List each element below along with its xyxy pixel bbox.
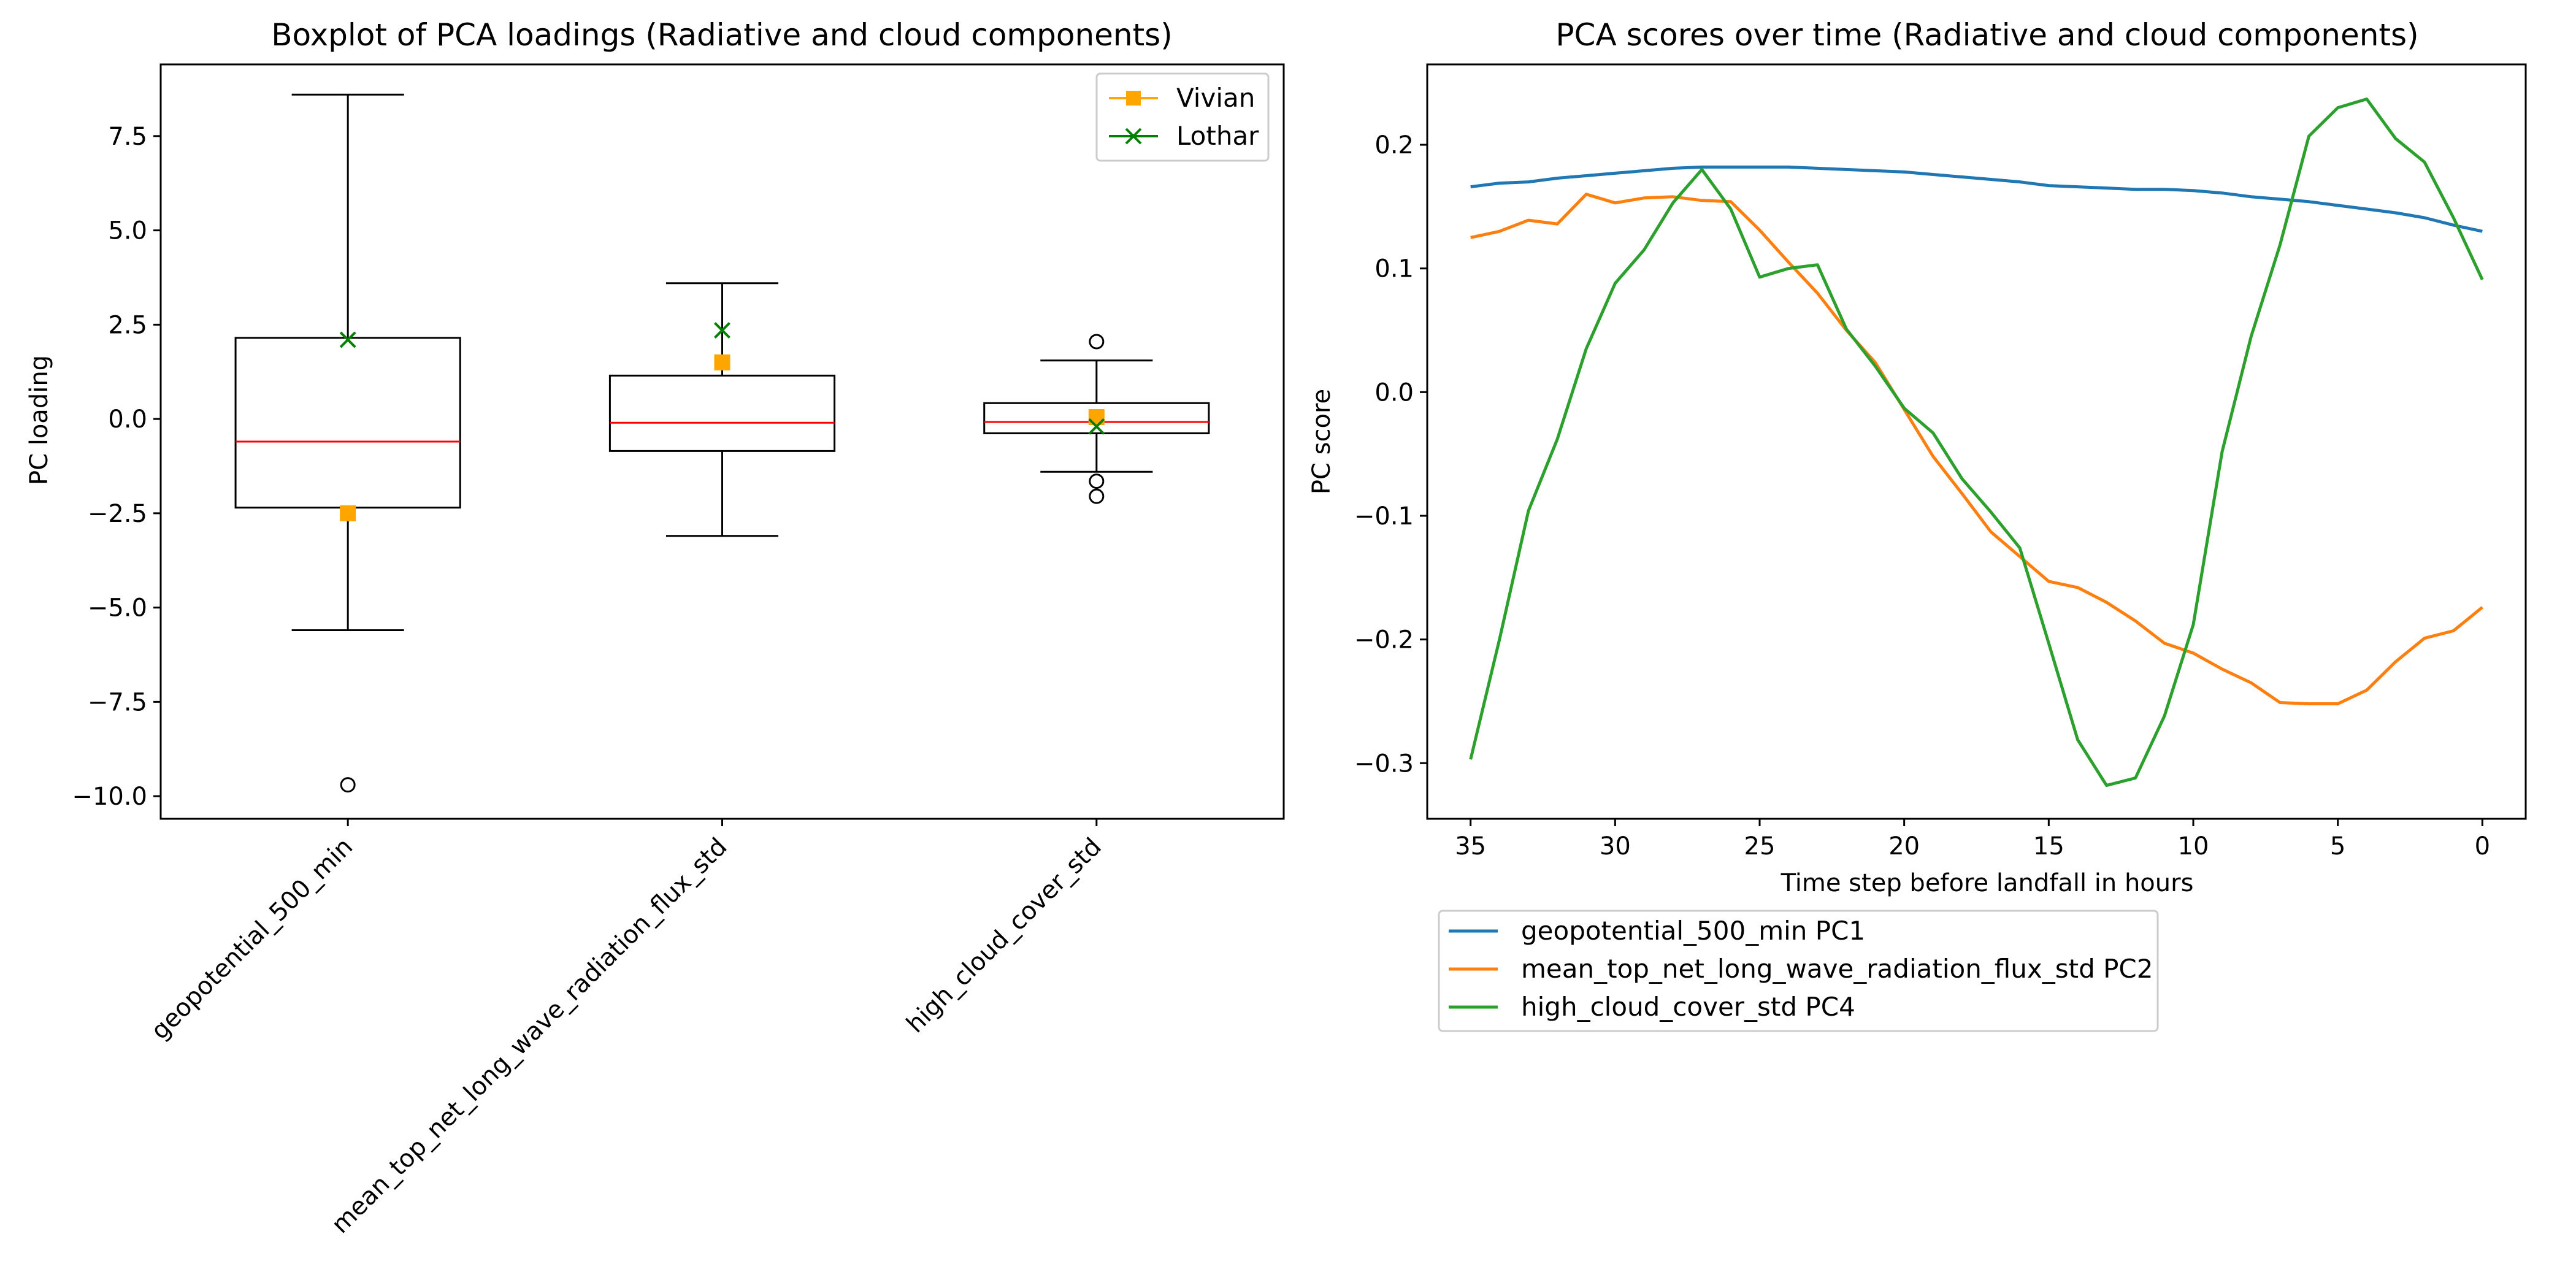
outlier-point bbox=[1089, 488, 1105, 504]
y-tick-label: 0.0 bbox=[1374, 378, 1414, 407]
line-chart-legend: geopotential_500_min PC1 mean_top_net_lo… bbox=[1438, 910, 2159, 1032]
x-tick-label: 5 bbox=[2330, 832, 2345, 861]
box-high_cloud_cover_std bbox=[983, 334, 1210, 504]
y-tick-label: −5.0 bbox=[88, 594, 147, 623]
y-tick-label: 0.2 bbox=[1374, 131, 1414, 159]
legend-label-pc4: high_cloud_cover_std PC4 bbox=[1521, 992, 1855, 1022]
y-tick-label: 0.0 bbox=[108, 405, 147, 434]
outlier-point bbox=[340, 777, 356, 793]
plot-frame bbox=[1426, 63, 2527, 820]
y-tick-label: 7.5 bbox=[108, 123, 147, 151]
y-tick-label: 5.0 bbox=[108, 217, 147, 245]
vivian-marker bbox=[340, 505, 356, 521]
series-line-1 bbox=[1470, 165, 2483, 233]
x-tick-label: 30 bbox=[1600, 832, 1631, 861]
series-line-3 bbox=[1469, 98, 2484, 788]
outlier-point bbox=[1089, 334, 1105, 350]
series-line-2 bbox=[1470, 193, 2483, 705]
x-tick-label: 15 bbox=[2033, 832, 2064, 861]
iqr-box bbox=[983, 402, 1210, 434]
line-chart-title: PCA scores over time (Radiative and clou… bbox=[1555, 17, 2418, 53]
legend-label-pc1: geopotential_500_min PC1 bbox=[1521, 916, 1865, 946]
y-tick-label: −2.5 bbox=[88, 500, 147, 528]
boxplot-y-axis-label: PC loading bbox=[25, 355, 53, 485]
vivian-legend-marker bbox=[1126, 91, 1141, 105]
vivian-marker bbox=[714, 354, 730, 370]
y-tick-label: −10.0 bbox=[72, 783, 147, 811]
y-tick-label: 0.1 bbox=[1374, 255, 1414, 283]
lothar-marker bbox=[1088, 418, 1105, 435]
line-chart-plot-area: −0.3 −0.2 −0.1 0.0 0.1 0.2 35 30 25 20 15 10 5 0 bbox=[1354, 63, 2527, 861]
y-tick-label: −0.3 bbox=[1354, 749, 1414, 778]
x-tick-label: 0 bbox=[2475, 832, 2490, 861]
lothar-marker bbox=[339, 331, 356, 348]
x-tick-label: 25 bbox=[1744, 832, 1776, 861]
boxplot-title: Boxplot of PCA loadings (Radiative and c… bbox=[271, 17, 1173, 53]
lothar-marker bbox=[714, 322, 730, 339]
line-chart-y-axis-label: PC score bbox=[1308, 389, 1336, 494]
lothar-legend-marker bbox=[1125, 128, 1142, 145]
y-tick-label: 2.5 bbox=[108, 311, 147, 339]
y-tick-label: −0.1 bbox=[1354, 502, 1414, 531]
iqr-box bbox=[608, 374, 836, 452]
legend-label-vivian: Vivian bbox=[1176, 83, 1255, 113]
boxplot-legend: Vivian Lothar bbox=[1095, 72, 1270, 162]
y-tick-label: −7.5 bbox=[88, 688, 147, 716]
line-chart-x-axis-label: Time step before landfall in hours bbox=[1781, 869, 2194, 897]
x-tick-label: 10 bbox=[2178, 832, 2209, 861]
plot-frame bbox=[159, 63, 1285, 820]
legend-label-lothar: Lothar bbox=[1176, 121, 1259, 151]
line-chart-panel: PCA scores over time (Radiative and clou… bbox=[1308, 17, 2527, 1032]
outlier-point bbox=[1089, 473, 1105, 489]
x-tick-label: 35 bbox=[1455, 832, 1486, 861]
x-tick-label: 20 bbox=[1888, 832, 1920, 861]
legend-label-pc2: mean_top_net_long_wave_radiation_flux_st… bbox=[1521, 954, 2153, 984]
y-tick-label: −0.2 bbox=[1354, 626, 1414, 654]
